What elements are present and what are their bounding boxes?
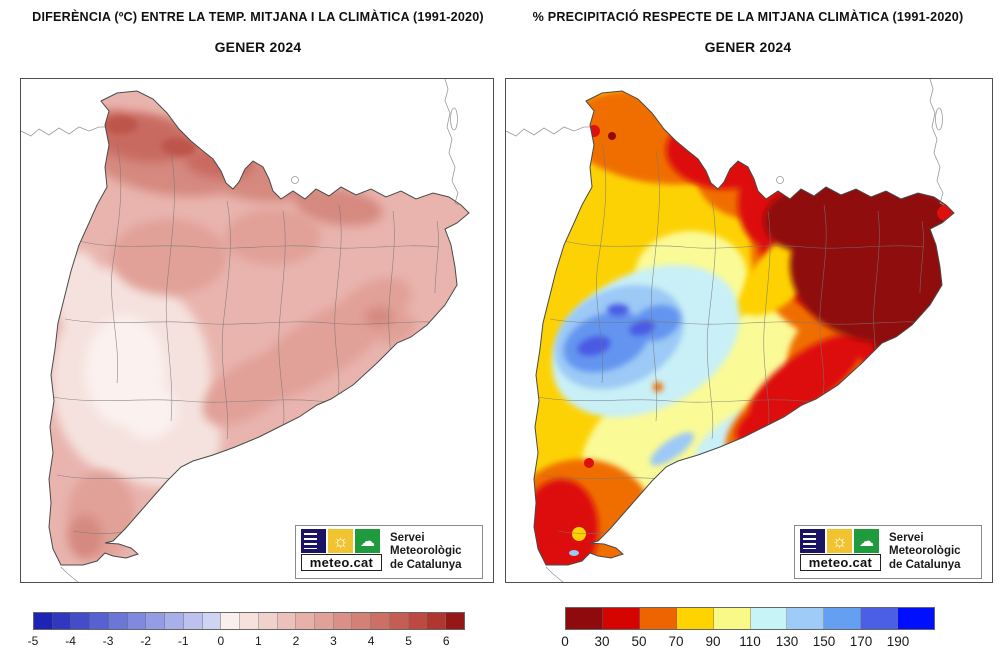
colorbar-tick-label: 4	[367, 634, 375, 648]
left-map-title: DIFERÈNCIA (ºC) ENTRE LA TEMP. MITJANA I…	[32, 10, 484, 24]
colorbar-segment	[333, 613, 353, 629]
meteocat-wordmark: meteo.cat	[800, 554, 881, 571]
colorbar-segment	[221, 613, 241, 629]
colorbar-segment	[296, 613, 316, 629]
temperature-colorbar-labels: -5 -4 -3 -2 -1 0 1 2 3 4 5 6	[28, 634, 465, 650]
colorbar-tick-label: 190	[886, 634, 910, 649]
colorbar-tick-label: 170	[849, 634, 873, 649]
precipitation-map-svg	[506, 79, 992, 582]
colorbar-tick-label: 70	[668, 634, 684, 649]
temperature-colorbar-cells	[33, 612, 465, 630]
colorbar-segment	[787, 608, 825, 629]
menu-bars-icon	[803, 533, 816, 549]
colorbar-tick-label: 150	[812, 634, 836, 649]
meteocat-logo-mark: ☼ ☁ meteo.cat	[301, 529, 382, 575]
logo-yellow-square: ☼	[827, 529, 852, 553]
logo-blue-square	[301, 529, 326, 553]
temperature-field	[49, 91, 469, 565]
colorbar-segment	[240, 613, 259, 629]
menu-bars-icon	[304, 533, 317, 549]
temperature-map-svg	[21, 79, 493, 582]
colorbar-tick-label: 5	[405, 634, 412, 648]
colorbar-tick-label: 90	[705, 634, 721, 649]
right-map-subtitle: GENER 2024	[704, 39, 792, 55]
colorbar-segment	[165, 613, 184, 629]
precipitation-field	[534, 91, 954, 565]
colorbar-segment	[446, 613, 464, 629]
colorbar-segment	[127, 613, 147, 629]
precipitation-map-panel: ☼ ☁ meteo.cat Servei Meteorològic de Cat…	[505, 78, 993, 583]
colorbar-tick-label: 50	[631, 634, 647, 649]
logo-green-square: ☁	[355, 529, 380, 553]
colorbar-segment	[277, 613, 297, 629]
colorbar-segment	[408, 613, 428, 629]
colorbar-segment	[750, 608, 788, 629]
colorbar-segment	[108, 613, 128, 629]
precipitation-colorbar: 0 30 50 70 90 110 130 150 170 190	[561, 607, 935, 650]
colorbar-tick-label: 3	[330, 634, 337, 648]
colorbar-segment	[861, 608, 899, 629]
meteocat-wordmark: meteo.cat	[301, 554, 382, 571]
colorbar-tick-label: -1	[177, 634, 189, 648]
colorbar-segment	[676, 608, 714, 629]
colorbar-segment	[202, 613, 222, 629]
colorbar-tick-label: 2	[292, 634, 300, 648]
colorbar-tick-label: 1	[255, 634, 262, 648]
colorbar-tick-label: -5	[27, 634, 39, 648]
colorbar-tick-label: -2	[140, 634, 152, 648]
colorbar-tick-label: 110	[739, 634, 761, 649]
colorbar-tick-label: -4	[65, 634, 76, 648]
cloud-icon: ☁	[859, 532, 874, 550]
colorbar-segment	[602, 608, 640, 629]
colorbar-segment	[352, 613, 372, 629]
colorbar-segment	[427, 613, 447, 629]
temperature-map-panel: ☼ ☁ meteo.cat Servei Meteorològic de Cat…	[20, 78, 494, 583]
colorbar-tick-label: 0	[217, 634, 225, 648]
colorbar-segment	[52, 613, 72, 629]
colorbar-tick-label: 130	[775, 634, 799, 649]
logo-green-square: ☁	[854, 529, 879, 553]
colorbar-tick-label: 0	[561, 634, 569, 649]
logo-yellow-square: ☼	[328, 529, 353, 553]
colorbar-segment	[258, 613, 278, 629]
colorbar-segment	[824, 608, 862, 629]
colorbar-tick-label: 6	[442, 634, 450, 648]
precipitation-colorbar-cells	[565, 607, 935, 630]
colorbar-segment	[71, 613, 91, 629]
left-map-subtitle: GENER 2024	[214, 39, 302, 55]
organization-name: Servei Meteorològic de Catalunya	[889, 531, 961, 571]
colorbar-segment	[90, 613, 109, 629]
colorbar-segment	[183, 613, 203, 629]
sun-icon: ☼	[831, 531, 848, 551]
colorbar-segment	[898, 608, 935, 629]
colorbar-tick-label: -3	[102, 634, 114, 648]
colorbar-segment	[34, 613, 53, 629]
colorbar-segment	[146, 613, 166, 629]
sun-icon: ☼	[332, 531, 349, 551]
logo-blue-square	[800, 529, 825, 553]
temperature-colorbar: -5 -4 -3 -2 -1 0 1 2 3 4 5 6	[28, 612, 465, 650]
organization-name: Servei Meteorològic de Catalunya	[390, 531, 462, 571]
right-map-title: % PRECIPITACIÓ RESPECTE DE LA MITJANA CL…	[532, 10, 964, 24]
precipitation-colorbar-labels: 0 30 50 70 90 110 130 150 170 190	[561, 634, 935, 650]
cloud-icon: ☁	[360, 532, 375, 550]
meteocat-logo: ☼ ☁ meteo.cat Servei Meteorològic de Cat…	[794, 525, 982, 579]
colorbar-segment	[566, 608, 603, 629]
meteocat-logo: ☼ ☁ meteo.cat Servei Meteorològic de Cat…	[295, 525, 483, 579]
colorbar-tick-label: 30	[594, 634, 610, 649]
colorbar-segment	[371, 613, 390, 629]
meteocat-logo-mark: ☼ ☁ meteo.cat	[800, 529, 881, 575]
colorbar-segment	[315, 613, 334, 629]
colorbar-segment	[639, 608, 677, 629]
colorbar-segment	[389, 613, 409, 629]
colorbar-segment	[713, 608, 751, 629]
